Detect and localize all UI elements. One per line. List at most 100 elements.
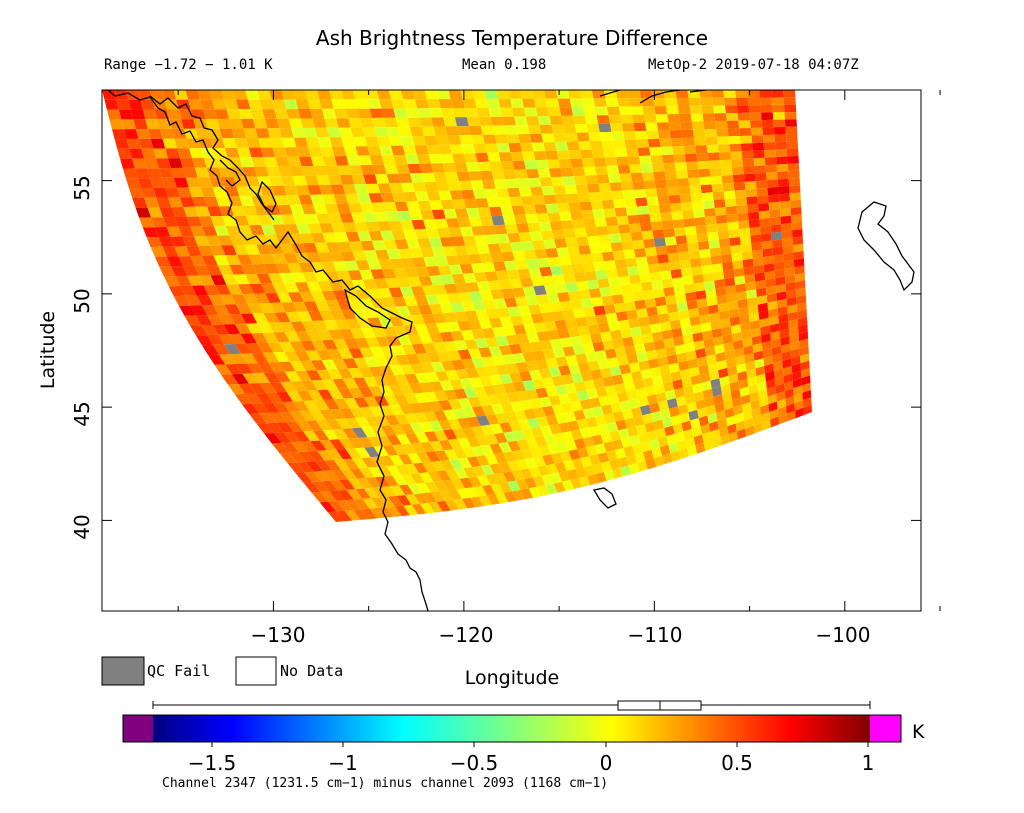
swath-pixel xyxy=(355,417,372,428)
swath-pixel xyxy=(329,251,345,262)
swath-pixel xyxy=(360,118,375,128)
swath-pixel xyxy=(484,188,498,199)
swath-pixel xyxy=(767,187,779,196)
swath-pixel xyxy=(597,423,610,435)
swath-pixel xyxy=(520,488,533,500)
swath-pixel xyxy=(423,411,439,422)
swath-pixel xyxy=(562,479,574,491)
swath-pixel xyxy=(319,409,336,420)
swath-pixel xyxy=(352,308,368,319)
swath-pixel xyxy=(371,327,387,338)
swath-pixel xyxy=(313,271,329,282)
swath-pixel xyxy=(367,259,382,270)
swath-pixel xyxy=(405,494,420,505)
swath-pixel xyxy=(658,262,671,272)
swath-pixel xyxy=(260,283,277,294)
swath-pixel xyxy=(528,267,542,278)
swath-pixel xyxy=(471,357,486,368)
swath-pixel xyxy=(423,219,438,229)
swath-pixel xyxy=(399,403,414,415)
swath-pixel xyxy=(611,131,625,141)
swath-pixel xyxy=(465,244,480,255)
swath-pixel xyxy=(523,323,537,334)
swath-pixel xyxy=(322,232,338,243)
swath-pixel xyxy=(527,124,542,134)
swath-pixel xyxy=(791,363,801,374)
x-tick-label: −110 xyxy=(628,623,683,647)
swath-pixel xyxy=(558,211,573,221)
swath-pixel xyxy=(545,483,558,495)
swath-pixel xyxy=(355,488,371,499)
swath-pixel xyxy=(702,388,714,400)
swath-pixel xyxy=(256,423,274,434)
swath-pixel xyxy=(283,431,301,443)
swath-pixel xyxy=(208,294,225,305)
swath-pixel xyxy=(474,98,489,108)
swath-pixel xyxy=(778,313,789,324)
swath-pixel xyxy=(591,406,604,417)
swath-pixel xyxy=(747,297,758,307)
swath-pixel xyxy=(594,166,608,176)
swath-pixel xyxy=(388,90,403,100)
swath-pixel xyxy=(325,165,340,176)
swath-pixel xyxy=(735,355,746,366)
swath-pixel xyxy=(551,452,564,464)
swath-pixel xyxy=(603,413,616,424)
swath-pixel xyxy=(549,302,563,313)
swath-pixel xyxy=(732,397,742,408)
swath-pixel xyxy=(307,185,322,195)
swath-pixel xyxy=(502,215,517,225)
swath-pixel xyxy=(283,185,299,196)
swath-pixel xyxy=(720,383,731,395)
swath-pixel xyxy=(614,347,627,358)
swath-pixel xyxy=(704,280,716,291)
swath-pixel xyxy=(700,97,714,106)
swath-pixel xyxy=(485,454,499,465)
swath-pixel xyxy=(459,378,474,389)
swath-pixel xyxy=(423,135,438,146)
swath-pixel xyxy=(629,434,641,446)
swath-pixel xyxy=(698,168,711,178)
swath-pixel xyxy=(717,418,728,430)
swath-pixel xyxy=(580,334,593,345)
swath-pixel xyxy=(781,223,792,232)
swath-pixel xyxy=(440,237,455,247)
swath-pixel xyxy=(328,329,344,340)
swath-pixel xyxy=(761,333,771,343)
swath-pixel xyxy=(121,119,136,130)
swath-pixel xyxy=(696,298,708,308)
swath-pixel xyxy=(521,241,535,251)
swath-pixel xyxy=(429,332,444,343)
distribution-boxplot xyxy=(152,700,871,711)
swath-pixel xyxy=(740,322,751,332)
swath-pixel xyxy=(168,158,183,168)
swath-pixel xyxy=(653,288,665,299)
swath-pixel xyxy=(581,158,595,168)
swath-pixel xyxy=(718,310,730,321)
swath-pixel xyxy=(414,432,430,443)
swath-pixel xyxy=(672,277,684,287)
swath-pixel xyxy=(272,402,290,413)
swath-pixel xyxy=(416,482,431,494)
swath-pixel xyxy=(385,306,400,317)
swath-pixel xyxy=(634,343,646,354)
swath-pixel xyxy=(597,278,610,289)
swath-pixel xyxy=(641,98,655,107)
swath-pixel xyxy=(712,97,725,106)
swath-pixel xyxy=(371,202,386,213)
swath-pixel xyxy=(510,401,524,412)
swath-pixel xyxy=(363,250,379,261)
swath-pixel xyxy=(545,150,559,160)
swath-pixel xyxy=(616,267,629,278)
swath-pixel xyxy=(758,389,768,400)
swath-pixel xyxy=(493,224,508,235)
swath-pixel xyxy=(390,145,406,156)
swath-pixel xyxy=(801,368,811,379)
swath-pixel xyxy=(570,400,583,412)
swath-pixel xyxy=(345,193,360,204)
swath-pixel xyxy=(352,458,369,469)
swath-pixel xyxy=(687,242,700,252)
swath-pixel xyxy=(252,313,269,324)
swath-pixel xyxy=(424,181,439,192)
swath-pixel xyxy=(658,313,670,324)
